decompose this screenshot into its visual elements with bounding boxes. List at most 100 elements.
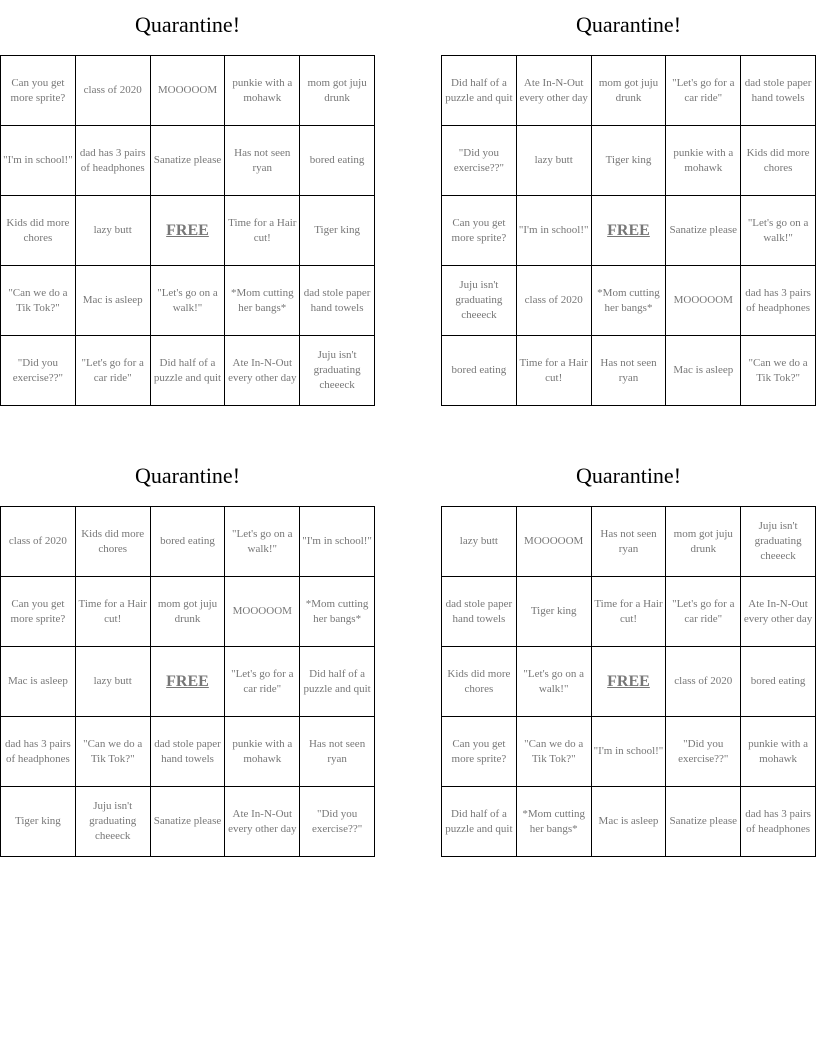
bingo-cell: Mac is asleep (0, 646, 76, 717)
grid-row: dad has 3 pairs of headphones "Can we do … (0, 716, 375, 787)
grid-row: Did half of a puzzle and quit Ate In-N-Ou… (441, 55, 816, 126)
bingo-cell: Kids did more chores (740, 125, 816, 196)
bingo-cell: Sanatize please (149, 125, 226, 196)
bingo-cell: "Let's go for a car ride" (224, 646, 301, 717)
bingo-cell: Kids did more chores (74, 506, 151, 577)
bingo-cell: bored eating (299, 125, 375, 196)
bingo-cell: Mac is asleep (590, 786, 667, 857)
bingo-cell: bored eating (740, 646, 816, 717)
grid-row: Kids did more chores "Let's go on a walk!… (441, 646, 816, 717)
bingo-cell: Has not seen ryan (590, 506, 667, 577)
bingo-cell: class of 2020 (74, 55, 151, 126)
grid-row: "Did you exercise??" lazy butt Tiger king p… (441, 125, 816, 196)
bingo-cell: Can you get more sprite? (441, 195, 517, 266)
grid-row: Juju isn't graduating cheeeck class of 20… (441, 265, 816, 336)
grid-row: class of 2020 Kids did more chores bored e… (0, 506, 375, 577)
bingo-cell: punkie with a mohawk (224, 55, 301, 126)
card-title: Quarantine! (575, 12, 682, 37)
bingo-cell: dad stole paper hand towels (441, 576, 517, 647)
bingo-cell: lazy butt (74, 195, 151, 266)
bingo-cell: Tiger king (299, 195, 375, 266)
bingo-cell: Tiger king (590, 125, 667, 196)
bingo-cell: MOOOOOM (149, 55, 226, 126)
bingo-cell: Sanatize please (149, 786, 226, 857)
bingo-cell: class of 2020 (0, 506, 76, 577)
bingo-cell: Did half of a puzzle and quit (299, 646, 375, 717)
bingo-cell: dad stole paper hand towels (740, 55, 816, 126)
grid-row: "Can we do a Tik Tok?" Mac is asleep "Let'… (0, 265, 375, 336)
bingo-cell: mom got juju drunk (299, 55, 375, 126)
bingo-cell: "Let's go for a car ride" (74, 335, 151, 406)
bingo-cell: Kids did more chores (441, 646, 517, 717)
bingo-cell: Did half of a puzzle and quit (441, 786, 517, 857)
card-title: Quarantine! (134, 12, 241, 37)
bingo-cell: "Did you exercise??" (299, 786, 375, 857)
bingo-cell: "Let's go for a car ride" (665, 55, 742, 126)
bingo-cell: dad has 3 pairs of headphones (740, 265, 816, 336)
grid-row: Can you get more sprite? Time for a Hair … (0, 576, 375, 647)
bingo-cell: mom got juju drunk (149, 576, 226, 647)
bingo-cell: "I'm in school!" (299, 506, 375, 577)
bingo-cell: Tiger king (515, 576, 592, 647)
bingo-cell: "Let's go on a walk!" (515, 646, 592, 717)
bingo-cell: "I'm in school!" (0, 125, 76, 196)
bingo-cell: "Did you exercise??" (0, 335, 76, 406)
bingo-cell: "Did you exercise??" (441, 125, 517, 196)
bingo-cell: Can you get more sprite? (0, 576, 76, 647)
bingo-cell: Has not seen ryan (224, 125, 301, 196)
grid-row: "I'm in school!" dad has 3 pairs of headp… (0, 125, 375, 196)
grid-row: lazy butt MOOOOOM Has not seen ryan mom got… (441, 506, 816, 577)
bingo-cell: Juju isn't graduating cheeeck (740, 506, 816, 577)
grid-row: Can you get more sprite? "I'm in school!"… (441, 195, 816, 266)
bingo-cell: "Let's go for a car ride" (665, 576, 742, 647)
card-title: Quarantine! (575, 463, 682, 488)
grid-row: Can you get more sprite? class of 2020 MOO… (0, 55, 375, 126)
bingo-cell: dad has 3 pairs of headphones (0, 716, 76, 787)
bingo-cell: class of 2020 (515, 265, 592, 336)
bingo-cell: "I'm in school!" (590, 716, 667, 787)
free-space: FREE (590, 646, 667, 717)
bingo-cell: Juju isn't graduating cheeeck (74, 786, 151, 857)
bingo-cell: MOOOOOM (665, 265, 742, 336)
bingo-cell: "Can we do a Tik Tok?" (515, 716, 592, 787)
bingo-cell: "Can we do a Tik Tok?" (74, 716, 151, 787)
card-title: Quarantine! (134, 463, 241, 488)
bingo-cell: Time for a Hair cut! (224, 195, 301, 266)
bingo-cell: *Mom cutting her bangs* (515, 786, 592, 857)
bingo-cell: "Can we do a Tik Tok?" (740, 335, 816, 406)
bingo-cell: Juju isn't graduating cheeeck (299, 335, 375, 406)
bingo-cell: "I'm in school!" (515, 195, 592, 266)
bingo-grid: Can you get more sprite? class of 2020 MOO… (0, 55, 375, 406)
bingo-cell: Can you get more sprite? (441, 716, 517, 787)
bingo-cell: Did half of a puzzle and quit (441, 55, 517, 126)
bingo-cell: dad has 3 pairs of headphones (74, 125, 151, 196)
bingo-cell: bored eating (149, 506, 226, 577)
bingo-cell: punkie with a mohawk (224, 716, 301, 787)
grid-row: Mac is asleep lazy butt FREE "Let's go for … (0, 646, 375, 717)
bingo-cell: Juju isn't graduating cheeeck (441, 265, 517, 336)
bingo-cell: MOOOOOM (224, 576, 301, 647)
bingo-cell: "Let's go on a walk!" (740, 195, 816, 266)
bingo-cell: Ate In-N-Out every other day (515, 55, 592, 126)
grid-row: Kids did more chores lazy butt FREE Time fo… (0, 195, 375, 266)
grid-row: "Did you exercise??" "Let's go for a car … (0, 335, 375, 406)
bingo-cell: Has not seen ryan (590, 335, 667, 406)
bingo-cell: "Let's go on a walk!" (149, 265, 226, 336)
bingo-cell: Mac is asleep (74, 265, 151, 336)
free-space: FREE (149, 646, 226, 717)
bingo-cell: "Did you exercise??" (665, 716, 742, 787)
bingo-cell: bored eating (441, 335, 517, 406)
bingo-cell: Has not seen ryan (299, 716, 375, 787)
bingo-cell: Kids did more chores (0, 195, 76, 266)
bingo-cell: Tiger king (0, 786, 76, 857)
bingo-cell: mom got juju drunk (590, 55, 667, 126)
bingo-cell: Time for a Hair cut! (590, 576, 667, 647)
bingo-cell: mom got juju drunk (665, 506, 742, 577)
bingo-cell: "Let's go on a walk!" (224, 506, 301, 577)
bingo-cell: Ate In-N-Out every other day (224, 786, 301, 857)
bingo-cell: *Mom cutting her bangs* (299, 576, 375, 647)
bingo-cell: punkie with a mohawk (740, 716, 816, 787)
bingo-grid: lazy butt MOOOOOM Has not seen ryan mom got… (441, 506, 816, 857)
bingo-cell: dad has 3 pairs of headphones (740, 786, 816, 857)
bingo-cell: Mac is asleep (665, 335, 742, 406)
